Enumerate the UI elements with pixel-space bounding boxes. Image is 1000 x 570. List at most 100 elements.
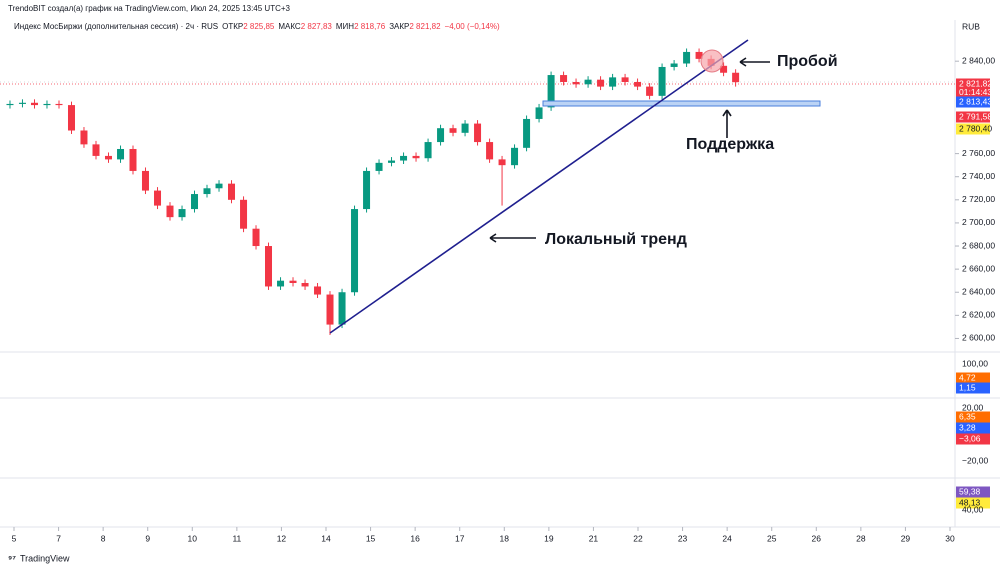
pane-tick-label: −20,00: [962, 455, 989, 465]
y-tick-label: 2 600,00: [962, 333, 995, 343]
candle-body: [683, 51, 691, 64]
candle-body: [338, 292, 346, 325]
candle-body: [301, 282, 309, 287]
y-tick-label: 2 640,00: [962, 286, 995, 296]
candle-body: [535, 107, 543, 119]
candle-body: [129, 148, 137, 171]
candle-body: [670, 63, 678, 67]
candle-body: [658, 66, 666, 96]
x-tick-label: 16: [410, 533, 420, 543]
annotation-support: Поддержка: [686, 136, 774, 153]
price-badge: [956, 382, 990, 394]
annotation-breakout: Пробой: [777, 53, 838, 70]
price-badge: [956, 433, 990, 445]
candle-body: [363, 170, 371, 210]
y-tick-label: 2 760,00: [962, 148, 995, 158]
price-badge-label: 01:14:43: [959, 87, 992, 97]
candle-body: [117, 148, 125, 160]
annotation-trend: Локальный тренд: [545, 231, 687, 248]
x-tick-label: 18: [500, 533, 510, 543]
legend-part: МАКС: [278, 22, 301, 31]
candle-body: [560, 75, 568, 82]
support-zone: [542, 100, 821, 107]
price-badge-label: −3,06: [959, 433, 981, 443]
legend-part: 2 825,85: [243, 22, 275, 31]
candle-body: [67, 105, 75, 131]
credit: TrendoBIT создал(а) график на TradingVie…: [8, 4, 291, 13]
price-badge-label: 2 813,43: [959, 96, 992, 106]
x-tick-label: 19: [544, 533, 554, 543]
candle-body: [178, 209, 186, 218]
candle-body: [314, 286, 322, 295]
y-tick-label: 2 840,00: [962, 55, 995, 65]
price-badge: [956, 411, 990, 423]
candle-body: [166, 205, 174, 218]
price-badge-label: 1,15: [959, 382, 976, 392]
pane-tick-label: 100,00: [962, 358, 988, 368]
price-badge: [956, 96, 990, 108]
x-tick-label: 14: [321, 533, 331, 543]
price-badge: [956, 78, 990, 90]
x-tick-label: 25: [767, 533, 777, 543]
candle-body: [252, 228, 260, 247]
candle-body: [474, 123, 482, 143]
candle-body: [141, 170, 149, 191]
price-badge-label: 2 780,40: [959, 123, 992, 133]
candle-body: [265, 246, 273, 287]
x-tick-label: 22: [633, 533, 643, 543]
candle-body: [30, 102, 38, 106]
candle-body: [437, 128, 445, 143]
candle-body: [646, 86, 654, 96]
candle-body: [424, 142, 432, 159]
x-tick-label: 21: [589, 533, 599, 543]
price-badge: [956, 123, 990, 135]
legend: Индекс МосБиржи (дополнительная сессия) …: [14, 22, 500, 31]
footer: TradingView: [20, 553, 70, 563]
x-tick-label: 26: [812, 533, 822, 543]
x-tick-label: 5: [12, 533, 17, 543]
candle-body: [695, 51, 703, 59]
candle-body: [412, 155, 420, 159]
candle-body: [191, 194, 199, 210]
candle-body: [351, 209, 359, 293]
trend-line: [329, 39, 749, 334]
breakout-marker: [700, 49, 724, 73]
price-badge: [956, 486, 990, 498]
candle-body: [228, 183, 236, 200]
candle-body: [597, 79, 605, 87]
x-tick-label: 17: [455, 533, 465, 543]
candle-body: [720, 65, 728, 73]
candle-body: [523, 118, 531, 148]
price-badge-label: 6,35: [959, 411, 976, 421]
currency: RUB: [962, 21, 980, 31]
price-badge: [956, 497, 990, 509]
candle-body: [584, 79, 592, 85]
candle-body: [609, 77, 617, 87]
candle-body: [461, 123, 469, 133]
legend-part: 2 827,83: [301, 22, 333, 31]
candle-body: [18, 102, 26, 104]
x-tick-label: 24: [722, 533, 732, 543]
price-badge-label: 48,13: [959, 497, 981, 507]
candle-body: [80, 130, 88, 145]
x-tick-label: 10: [188, 533, 198, 543]
price-badge: [956, 111, 990, 123]
y-tick-label: 2 720,00: [962, 194, 995, 204]
candle-body: [498, 159, 506, 166]
legend-part: Индекс МосБиржи (дополнительная сессия) …: [14, 22, 218, 31]
legend-part: МИН: [336, 22, 354, 31]
candle-body: [203, 188, 211, 195]
legend-part: 2 818,76: [354, 22, 386, 31]
price-badge-label: 2 791,58: [959, 111, 992, 121]
y-tick-label: 2 620,00: [962, 310, 995, 320]
pane-tick-label: 40,00: [962, 504, 984, 514]
price-badge-label: 4,72: [959, 372, 976, 382]
price-badge: [956, 422, 990, 434]
legend-part: 2 821,82: [409, 22, 441, 31]
candle-body: [289, 280, 297, 283]
candle-body: [215, 183, 223, 189]
price-badge-label: 3,28: [959, 422, 976, 432]
candle-body: [6, 103, 14, 106]
